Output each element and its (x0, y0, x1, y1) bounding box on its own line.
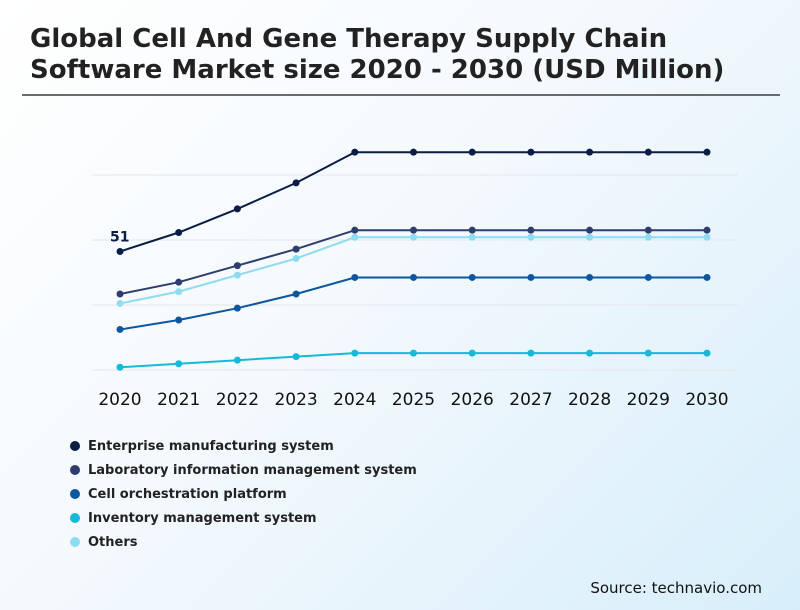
x-tick-label: 2027 (509, 390, 552, 410)
data-point (175, 278, 183, 286)
title-divider (22, 94, 780, 96)
data-point (292, 290, 300, 298)
data-point (586, 148, 594, 156)
data-point (586, 226, 594, 234)
x-tick-label: 2026 (451, 390, 494, 410)
legend-label: Cell orchestration platform (88, 486, 287, 502)
source-note: Source: technavio.com (590, 579, 762, 597)
data-point (527, 233, 535, 241)
data-point (703, 273, 711, 281)
x-tick-label: 2020 (98, 390, 141, 410)
data-point (527, 349, 535, 357)
data-point (586, 273, 594, 281)
data-point (527, 148, 535, 156)
data-point (351, 233, 359, 241)
data-point (175, 316, 183, 324)
legend-marker-icon (70, 489, 80, 499)
data-point (468, 349, 476, 357)
series-line (119, 276, 707, 331)
legend-label: Laboratory information management system (88, 462, 417, 478)
data-point (351, 273, 359, 281)
data-point (175, 360, 183, 368)
data-point (233, 205, 241, 213)
data-point (410, 226, 417, 234)
x-axis-ticks: 2020 2021 2022 2023 2024 2025 2026 2027 2028 2029… (98, 390, 728, 410)
data-point (116, 363, 124, 371)
data-point (292, 179, 300, 187)
data-points (116, 148, 711, 371)
line-chart: 51 2020 2021 2022 2023 2024 2025 2026 2027 2028 2… (92, 148, 738, 410)
data-point (116, 290, 124, 298)
legend-marker-icon (70, 441, 80, 451)
data-point (586, 349, 594, 357)
data-point (527, 226, 535, 234)
x-tick-label: 2023 (274, 390, 317, 410)
legend: Enterprise manufacturing system Laborator… (70, 434, 417, 554)
legend-item: Inventory management system (70, 506, 417, 530)
data-point (703, 233, 711, 241)
legend-marker-icon (70, 513, 80, 523)
data-point (586, 233, 594, 241)
data-labels: 51 (110, 229, 129, 245)
x-tick-label: 2024 (333, 390, 376, 410)
legend-marker-icon (70, 465, 80, 475)
data-point (703, 226, 711, 234)
data-point (644, 233, 652, 241)
x-tick-label: 2029 (627, 390, 670, 410)
x-tick-label: 2030 (685, 390, 728, 410)
data-point (527, 273, 535, 281)
series-lines (119, 151, 707, 369)
chart-title: Global Cell And Gene Therapy Supply Chai… (30, 24, 725, 85)
data-point (116, 325, 124, 333)
data-point (292, 353, 300, 361)
legend-marker-icon (70, 537, 80, 547)
data-point (292, 245, 300, 253)
legend-item: Laboratory information management system (70, 458, 417, 482)
data-point (468, 233, 476, 241)
data-point (703, 148, 711, 156)
x-tick-label: 2028 (568, 390, 611, 410)
data-point (351, 148, 359, 156)
series-line (119, 236, 707, 305)
data-point (703, 349, 711, 357)
data-point (468, 273, 476, 281)
data-point (175, 229, 183, 237)
data-label: 51 (110, 229, 129, 245)
data-point (233, 262, 241, 270)
x-tick-label: 2021 (157, 390, 200, 410)
data-point (644, 349, 652, 357)
data-point (410, 233, 417, 241)
data-point (644, 148, 652, 156)
data-point (410, 349, 417, 357)
data-point (233, 271, 241, 279)
x-tick-label: 2025 (392, 390, 435, 410)
data-point (292, 255, 300, 263)
data-point (233, 356, 241, 364)
legend-item: Enterprise manufacturing system (70, 434, 417, 458)
legend-item: Others (70, 530, 417, 554)
data-point (410, 273, 417, 281)
data-point (351, 349, 359, 357)
legend-label: Others (88, 534, 138, 550)
data-point (410, 148, 417, 156)
data-point (233, 304, 241, 312)
data-point (468, 226, 476, 234)
data-point (644, 273, 652, 281)
legend-label: Inventory management system (88, 510, 317, 526)
legend-label: Enterprise manufacturing system (88, 438, 334, 454)
data-point (468, 148, 476, 156)
gridlines (92, 174, 738, 371)
data-point (351, 226, 359, 234)
legend-item: Cell orchestration platform (70, 482, 417, 506)
data-point (175, 288, 183, 296)
data-point (644, 226, 652, 234)
data-point (116, 299, 124, 307)
x-tick-label: 2022 (216, 390, 259, 410)
data-point (116, 247, 124, 255)
